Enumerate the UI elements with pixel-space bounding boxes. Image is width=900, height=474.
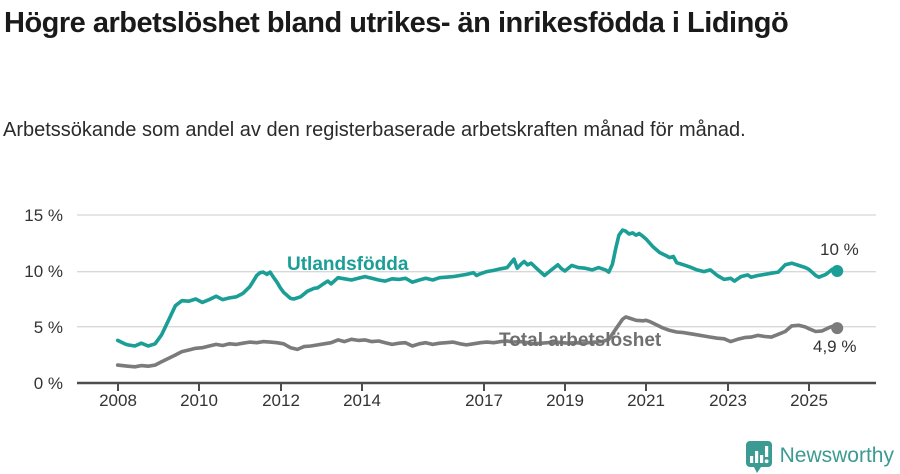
- end-value-label-total: 4,9 %: [813, 337, 857, 356]
- y-tick-label-0: 0 %: [33, 374, 63, 393]
- x-tick-label-2023: 2023: [709, 391, 747, 410]
- page-subtitle: Arbetssökande som andel av den registerb…: [3, 119, 746, 141]
- x-tick-label-2019: 2019: [546, 391, 584, 410]
- series-line-0: [115, 228, 840, 348]
- newsworthy-pin-bar-chart-icon: [745, 440, 772, 473]
- series-end-dot-0: [831, 265, 844, 277]
- series-label-total-arbetsloshet: Total arbetslöshet: [499, 330, 662, 351]
- x-tick-label-2008: 2008: [99, 391, 137, 410]
- x-tick-label-2010: 2010: [180, 391, 218, 410]
- series-line-1: [115, 315, 840, 369]
- data-series-lines: [115, 228, 844, 369]
- x-axis-ticks: [117, 383, 810, 391]
- newsworthy-brand-link[interactable]: Newsworthy: [745, 439, 894, 473]
- y-tick-label-5: 5 %: [33, 318, 63, 337]
- series-end-dot-1: [831, 322, 844, 335]
- y-tick-label-15: 15 %: [24, 206, 63, 225]
- x-tick-label-2017: 2017: [465, 391, 503, 410]
- gridlines: [77, 214, 876, 328]
- x-tick-label-2025: 2025: [790, 391, 828, 410]
- y-tick-label-10: 10 %: [24, 262, 63, 281]
- page-title: Högre arbetslöshet bland utrikes- än inr…: [4, 7, 789, 39]
- x-tick-label-2014: 2014: [343, 391, 381, 410]
- x-tick-label-2012: 2012: [262, 391, 300, 410]
- end-value-label-utlandsfodda: 10 %: [820, 240, 859, 259]
- series-label-utlandsfodda: Utlandsfödda: [287, 254, 409, 275]
- x-tick-label-2021: 2021: [627, 391, 665, 410]
- newsworthy-brand-text: Newsworthy: [779, 444, 894, 467]
